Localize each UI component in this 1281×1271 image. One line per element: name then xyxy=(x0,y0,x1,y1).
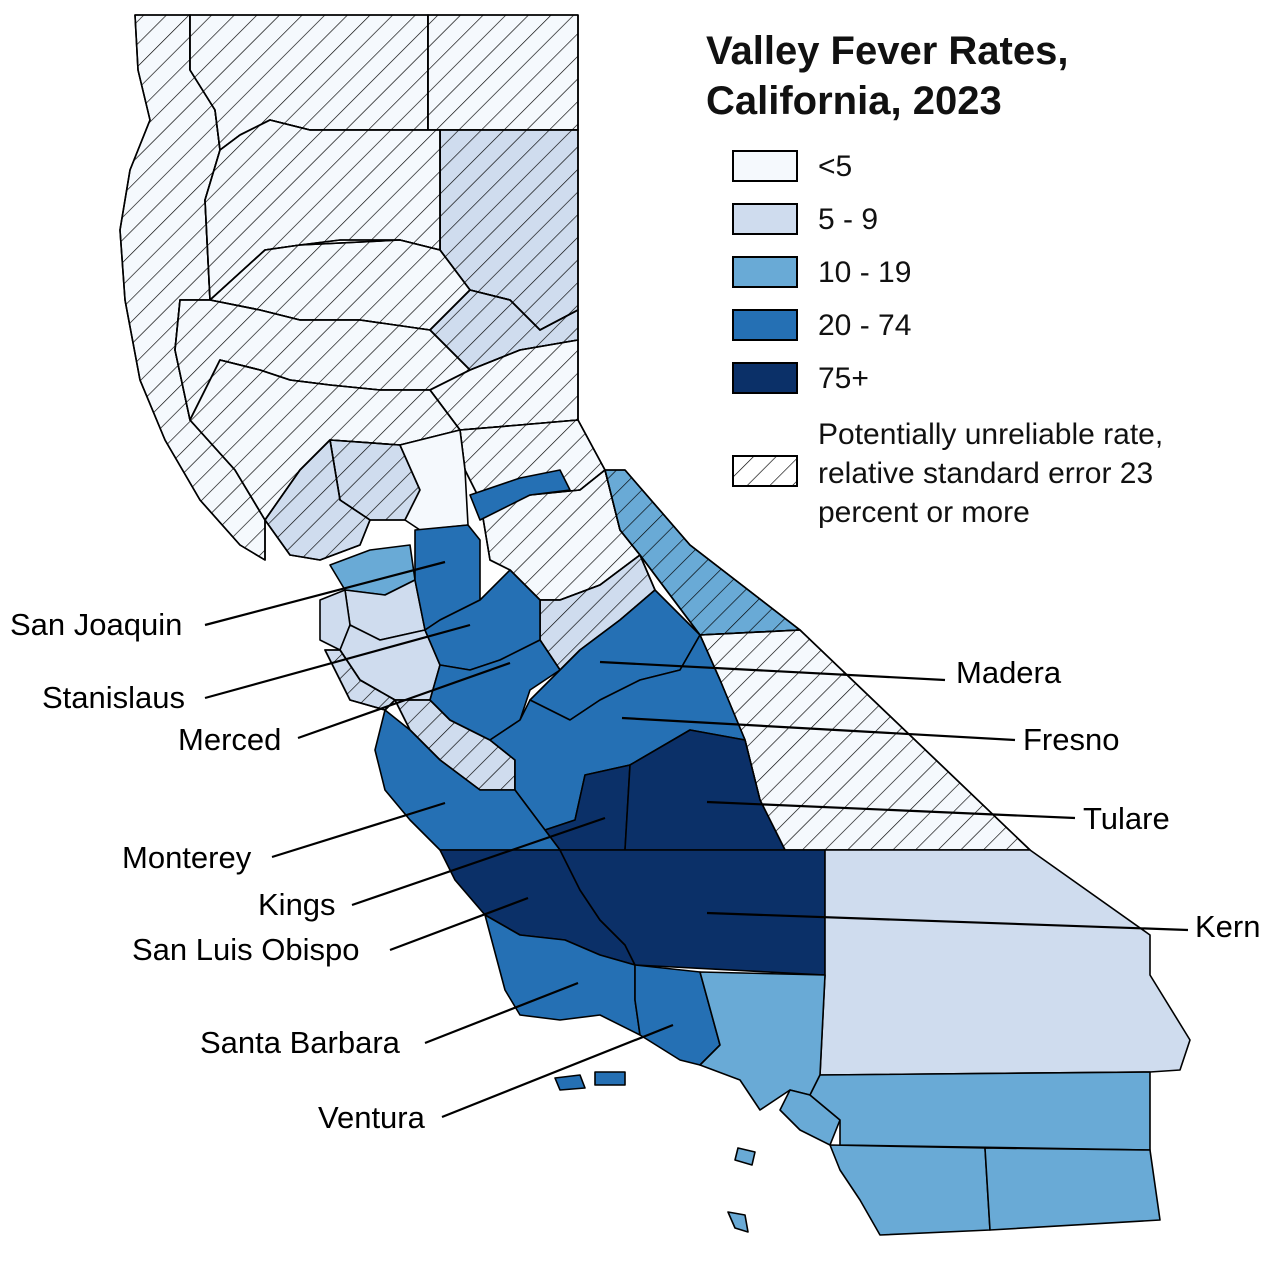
valley-counties xyxy=(374,524,826,976)
county-san-bernardino xyxy=(819,849,1191,1076)
county-riverside xyxy=(809,1071,1151,1151)
leader-lines xyxy=(204,560,1189,1119)
legend-swatch xyxy=(732,362,798,394)
county-san-diego xyxy=(829,1144,991,1236)
southern-counties xyxy=(484,849,1191,1236)
leader-stanislaus xyxy=(204,623,471,700)
leader-kings xyxy=(351,816,606,907)
legend-label: 75+ xyxy=(818,362,869,395)
label-fresno: Fresno xyxy=(1023,722,1119,757)
legend-label: 5 - 9 xyxy=(818,203,879,236)
label-santa-barbara: Santa Barbara xyxy=(200,1025,401,1060)
leader-monterey xyxy=(271,801,446,859)
label-ventura: Ventura xyxy=(318,1100,426,1135)
county-alpine-amador xyxy=(469,469,571,521)
county-los-angeles xyxy=(699,971,826,1111)
leader-madera xyxy=(599,660,946,682)
label-kern: Kern xyxy=(1195,909,1260,944)
sierra-counties xyxy=(469,469,1031,851)
label-monterey: Monterey xyxy=(122,840,252,875)
legend-label: <5 xyxy=(818,150,853,183)
leader-merced xyxy=(297,661,511,740)
legend-hatch-swatch xyxy=(732,455,798,487)
legend-swatch xyxy=(732,203,798,235)
legend-hatch-label: Potentially unreliable rate, relative st… xyxy=(818,418,1164,529)
label-kings: Kings xyxy=(258,887,336,922)
county-labels: San Joaquin Stanislaus Merced Monterey K… xyxy=(10,607,1260,1135)
channel-island-4 xyxy=(727,1211,749,1233)
channel-island-1 xyxy=(554,1074,586,1091)
channel-island-3 xyxy=(734,1147,756,1166)
county-modoc-hatch xyxy=(427,14,579,131)
leader-santa-barbara xyxy=(424,981,579,1045)
leader-san-joaquin xyxy=(204,560,446,627)
legend-swatch xyxy=(732,150,798,182)
leader-fresno xyxy=(621,716,1016,742)
label-madera: Madera xyxy=(956,655,1062,690)
leader-tulare xyxy=(706,800,1076,820)
map-title-line1: Valley Fever Rates, xyxy=(706,29,1069,73)
legend-swatch xyxy=(732,256,798,288)
county-marin-sonoma-hatch xyxy=(264,439,371,561)
map-title: Valley Fever Rates, California, 2023 xyxy=(706,26,1266,126)
leader-ventura xyxy=(441,1023,674,1119)
channel-island-2 xyxy=(594,1071,626,1086)
map-title-line2: California, 2023 xyxy=(706,79,1002,123)
label-san-joaquin: San Joaquin xyxy=(10,607,182,642)
leader-kern xyxy=(706,911,1189,932)
county-imperial xyxy=(984,1147,1161,1231)
legend-swatch xyxy=(732,309,798,341)
label-merced: Merced xyxy=(178,722,281,757)
label-san-luis-obispo: San Luis Obispo xyxy=(132,932,359,967)
legend-label: 20 - 74 xyxy=(818,309,912,342)
legend-label: 10 - 19 xyxy=(818,256,912,289)
northern-counties xyxy=(119,14,606,561)
county-monterey xyxy=(374,709,561,851)
leader-slo xyxy=(389,896,529,952)
label-tulare: Tulare xyxy=(1083,801,1170,836)
label-stanislaus: Stanislaus xyxy=(42,680,185,715)
county-merced xyxy=(429,639,561,741)
